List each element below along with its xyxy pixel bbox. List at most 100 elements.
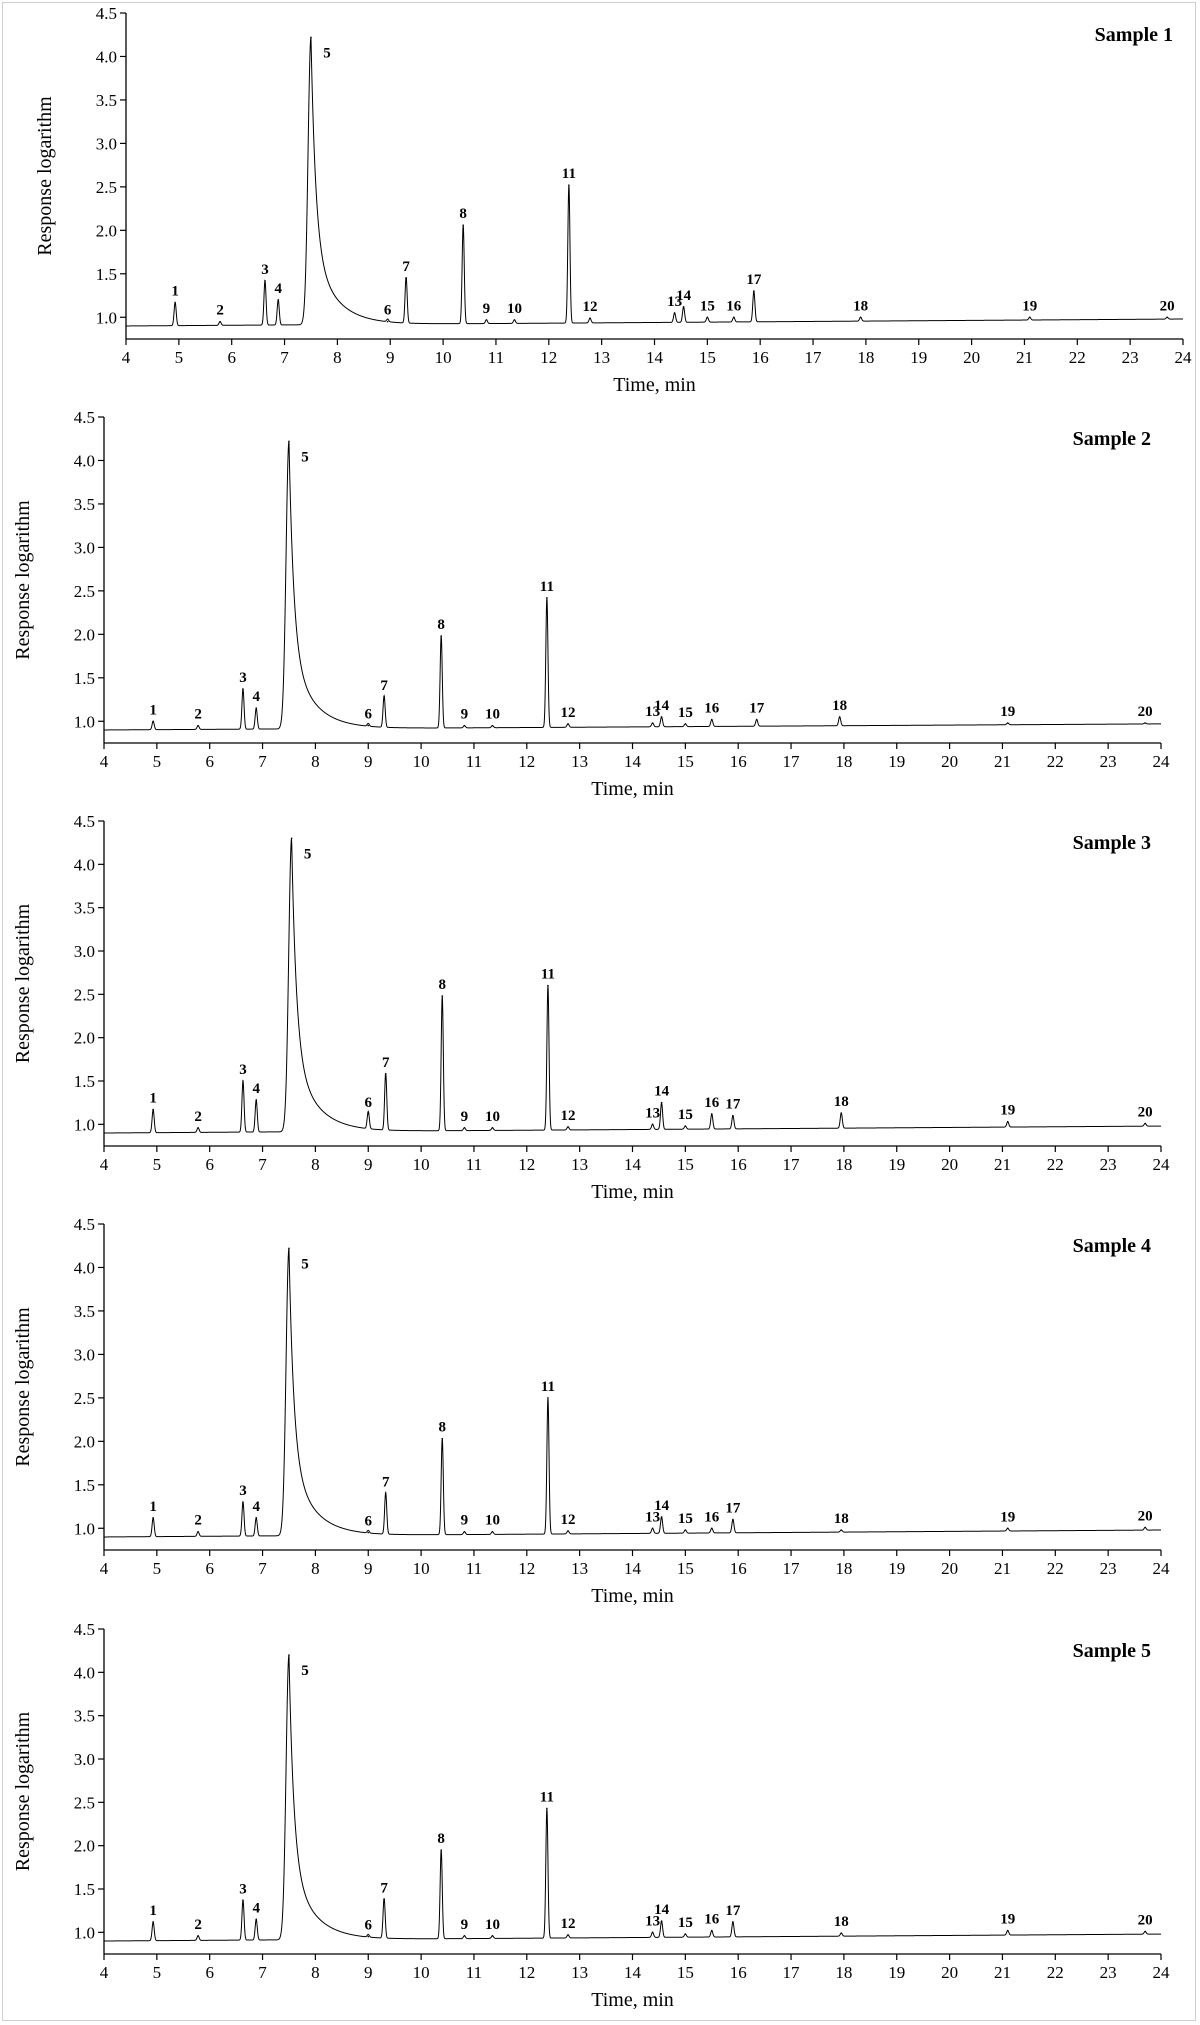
y-tick-label: 1.0 <box>74 1115 95 1134</box>
x-tick-label: 9 <box>364 752 373 771</box>
x-tick-label: 12 <box>518 752 535 771</box>
peak-label-7: 7 <box>402 259 410 275</box>
x-axis-title: Time, min <box>591 1585 674 1607</box>
x-tick-label: 24 <box>1153 1559 1171 1578</box>
peak-label-14: 14 <box>676 288 692 304</box>
peak-label-6: 6 <box>384 303 392 319</box>
y-tick-label: 4.0 <box>74 855 95 874</box>
peak-2-apex <box>197 1127 199 1129</box>
x-tick-label: 23 <box>1100 1559 1117 1578</box>
y-tick-label: 4.5 <box>74 1620 95 1639</box>
y-tick-label: 2.0 <box>74 1029 95 1048</box>
peak-19-apex <box>1006 1527 1009 1530</box>
y-tick-label: 3.5 <box>74 1302 95 1321</box>
x-axis-title: Time, min <box>613 374 696 396</box>
peak-label-18: 18 <box>834 1094 849 1110</box>
peak-label-2: 2 <box>194 1513 202 1529</box>
y-axis-title: Response logarithm <box>34 96 56 256</box>
peak-label-14: 14 <box>654 1498 670 1514</box>
x-tick-label: 20 <box>941 1559 958 1578</box>
x-tick-label: 16 <box>730 1155 747 1174</box>
peak-16-apex <box>732 316 735 319</box>
chromatogram-trace <box>104 441 1162 731</box>
peak-label-1: 1 <box>149 1091 157 1107</box>
y-tick-label: 4.5 <box>74 408 95 427</box>
peak-2-apex <box>219 320 221 323</box>
x-tick-label: 7 <box>258 1559 267 1578</box>
peak-9-apex <box>485 319 488 321</box>
peak-6-apex <box>386 320 389 323</box>
peak-label-13: 13 <box>667 294 682 310</box>
peak-label-11: 11 <box>540 1789 554 1805</box>
y-tick-label: 3.0 <box>96 134 117 153</box>
peak-15-apex <box>684 1529 687 1531</box>
x-tick-label: 23 <box>1100 752 1117 771</box>
x-tick-label: 9 <box>364 1559 373 1578</box>
peak-14-apex <box>660 1920 663 1922</box>
peak-label-18: 18 <box>832 698 847 714</box>
x-tick-label: 18 <box>835 752 852 771</box>
peak-label-17: 17 <box>725 1903 741 1919</box>
y-tick-label: 1.0 <box>74 712 95 731</box>
x-tick-label: 20 <box>941 752 958 771</box>
x-tick-label: 12 <box>518 1559 535 1578</box>
peak-label-17: 17 <box>725 1097 741 1113</box>
chromatogram-trace <box>104 838 1161 1134</box>
peak-label-12: 12 <box>561 705 576 721</box>
peak-label-5: 5 <box>304 846 312 862</box>
peak-label-2: 2 <box>216 303 224 319</box>
peak-label-5: 5 <box>301 1663 309 1679</box>
x-tick-label: 11 <box>466 1963 482 1982</box>
peak-label-4: 4 <box>252 1900 260 1916</box>
peak-6-apex <box>367 1113 370 1115</box>
peak-18-apex <box>838 716 841 718</box>
peak-label-5: 5 <box>301 1256 309 1272</box>
peak-8-apex <box>462 224 464 226</box>
peak-label-7: 7 <box>382 1055 390 1071</box>
y-tick-label: 2.5 <box>74 582 95 601</box>
peak-19-apex <box>1006 1929 1009 1932</box>
peak-4-apex <box>255 1918 258 1921</box>
sample-title: Sample 1 <box>1095 24 1173 46</box>
peak-7-apex <box>383 1898 385 1901</box>
peak-20-apex <box>1144 722 1146 724</box>
peak-label-13: 13 <box>645 1105 660 1121</box>
peak-1-apex <box>152 1921 154 1923</box>
peak-label-13: 13 <box>645 704 660 720</box>
peak-8-apex <box>440 1849 442 1851</box>
x-tick-label: 15 <box>677 1155 694 1174</box>
peak-13-apex <box>651 1931 654 1934</box>
y-tick-label: 1.5 <box>74 1476 95 1495</box>
y-tick-label: 4.0 <box>74 451 95 470</box>
peak-label-6: 6 <box>365 1095 373 1111</box>
peak-label-9: 9 <box>461 1109 469 1125</box>
x-tick-label: 7 <box>258 1155 267 1174</box>
peak-label-8: 8 <box>438 1420 446 1436</box>
peak-label-10: 10 <box>485 1513 500 1529</box>
x-tick-label: 8 <box>333 348 342 367</box>
peak-label-13: 13 <box>645 1913 660 1929</box>
x-tick-label: 5 <box>153 1559 162 1578</box>
y-tick-label: 3.0 <box>74 1750 95 1769</box>
peak-label-9: 9 <box>461 1513 469 1529</box>
peak-label-20: 20 <box>1138 1104 1153 1120</box>
y-tick-label: 1.5 <box>74 1072 95 1091</box>
peak-10-apex <box>513 319 516 321</box>
peak-13-apex <box>651 722 654 724</box>
peak-6-apex <box>367 724 370 727</box>
y-tick-label: 1.0 <box>74 1923 95 1942</box>
x-tick-label: 12 <box>518 1155 535 1174</box>
peak-label-16: 16 <box>704 1509 720 1525</box>
x-tick-label: 14 <box>624 1559 642 1578</box>
x-tick-label: 7 <box>280 348 289 367</box>
x-tick-label: 4 <box>100 1155 109 1174</box>
peak-9-apex <box>463 1935 466 1937</box>
x-tick-label: 10 <box>413 752 430 771</box>
peak-7-apex <box>384 1073 387 1075</box>
x-tick-label: 20 <box>941 1155 958 1174</box>
x-tick-label: 8 <box>311 752 320 771</box>
peak-13-apex <box>651 1123 654 1126</box>
peak-label-10: 10 <box>485 707 500 723</box>
peak-5-apex <box>288 1654 290 1656</box>
peak-label-11: 11 <box>562 166 576 182</box>
